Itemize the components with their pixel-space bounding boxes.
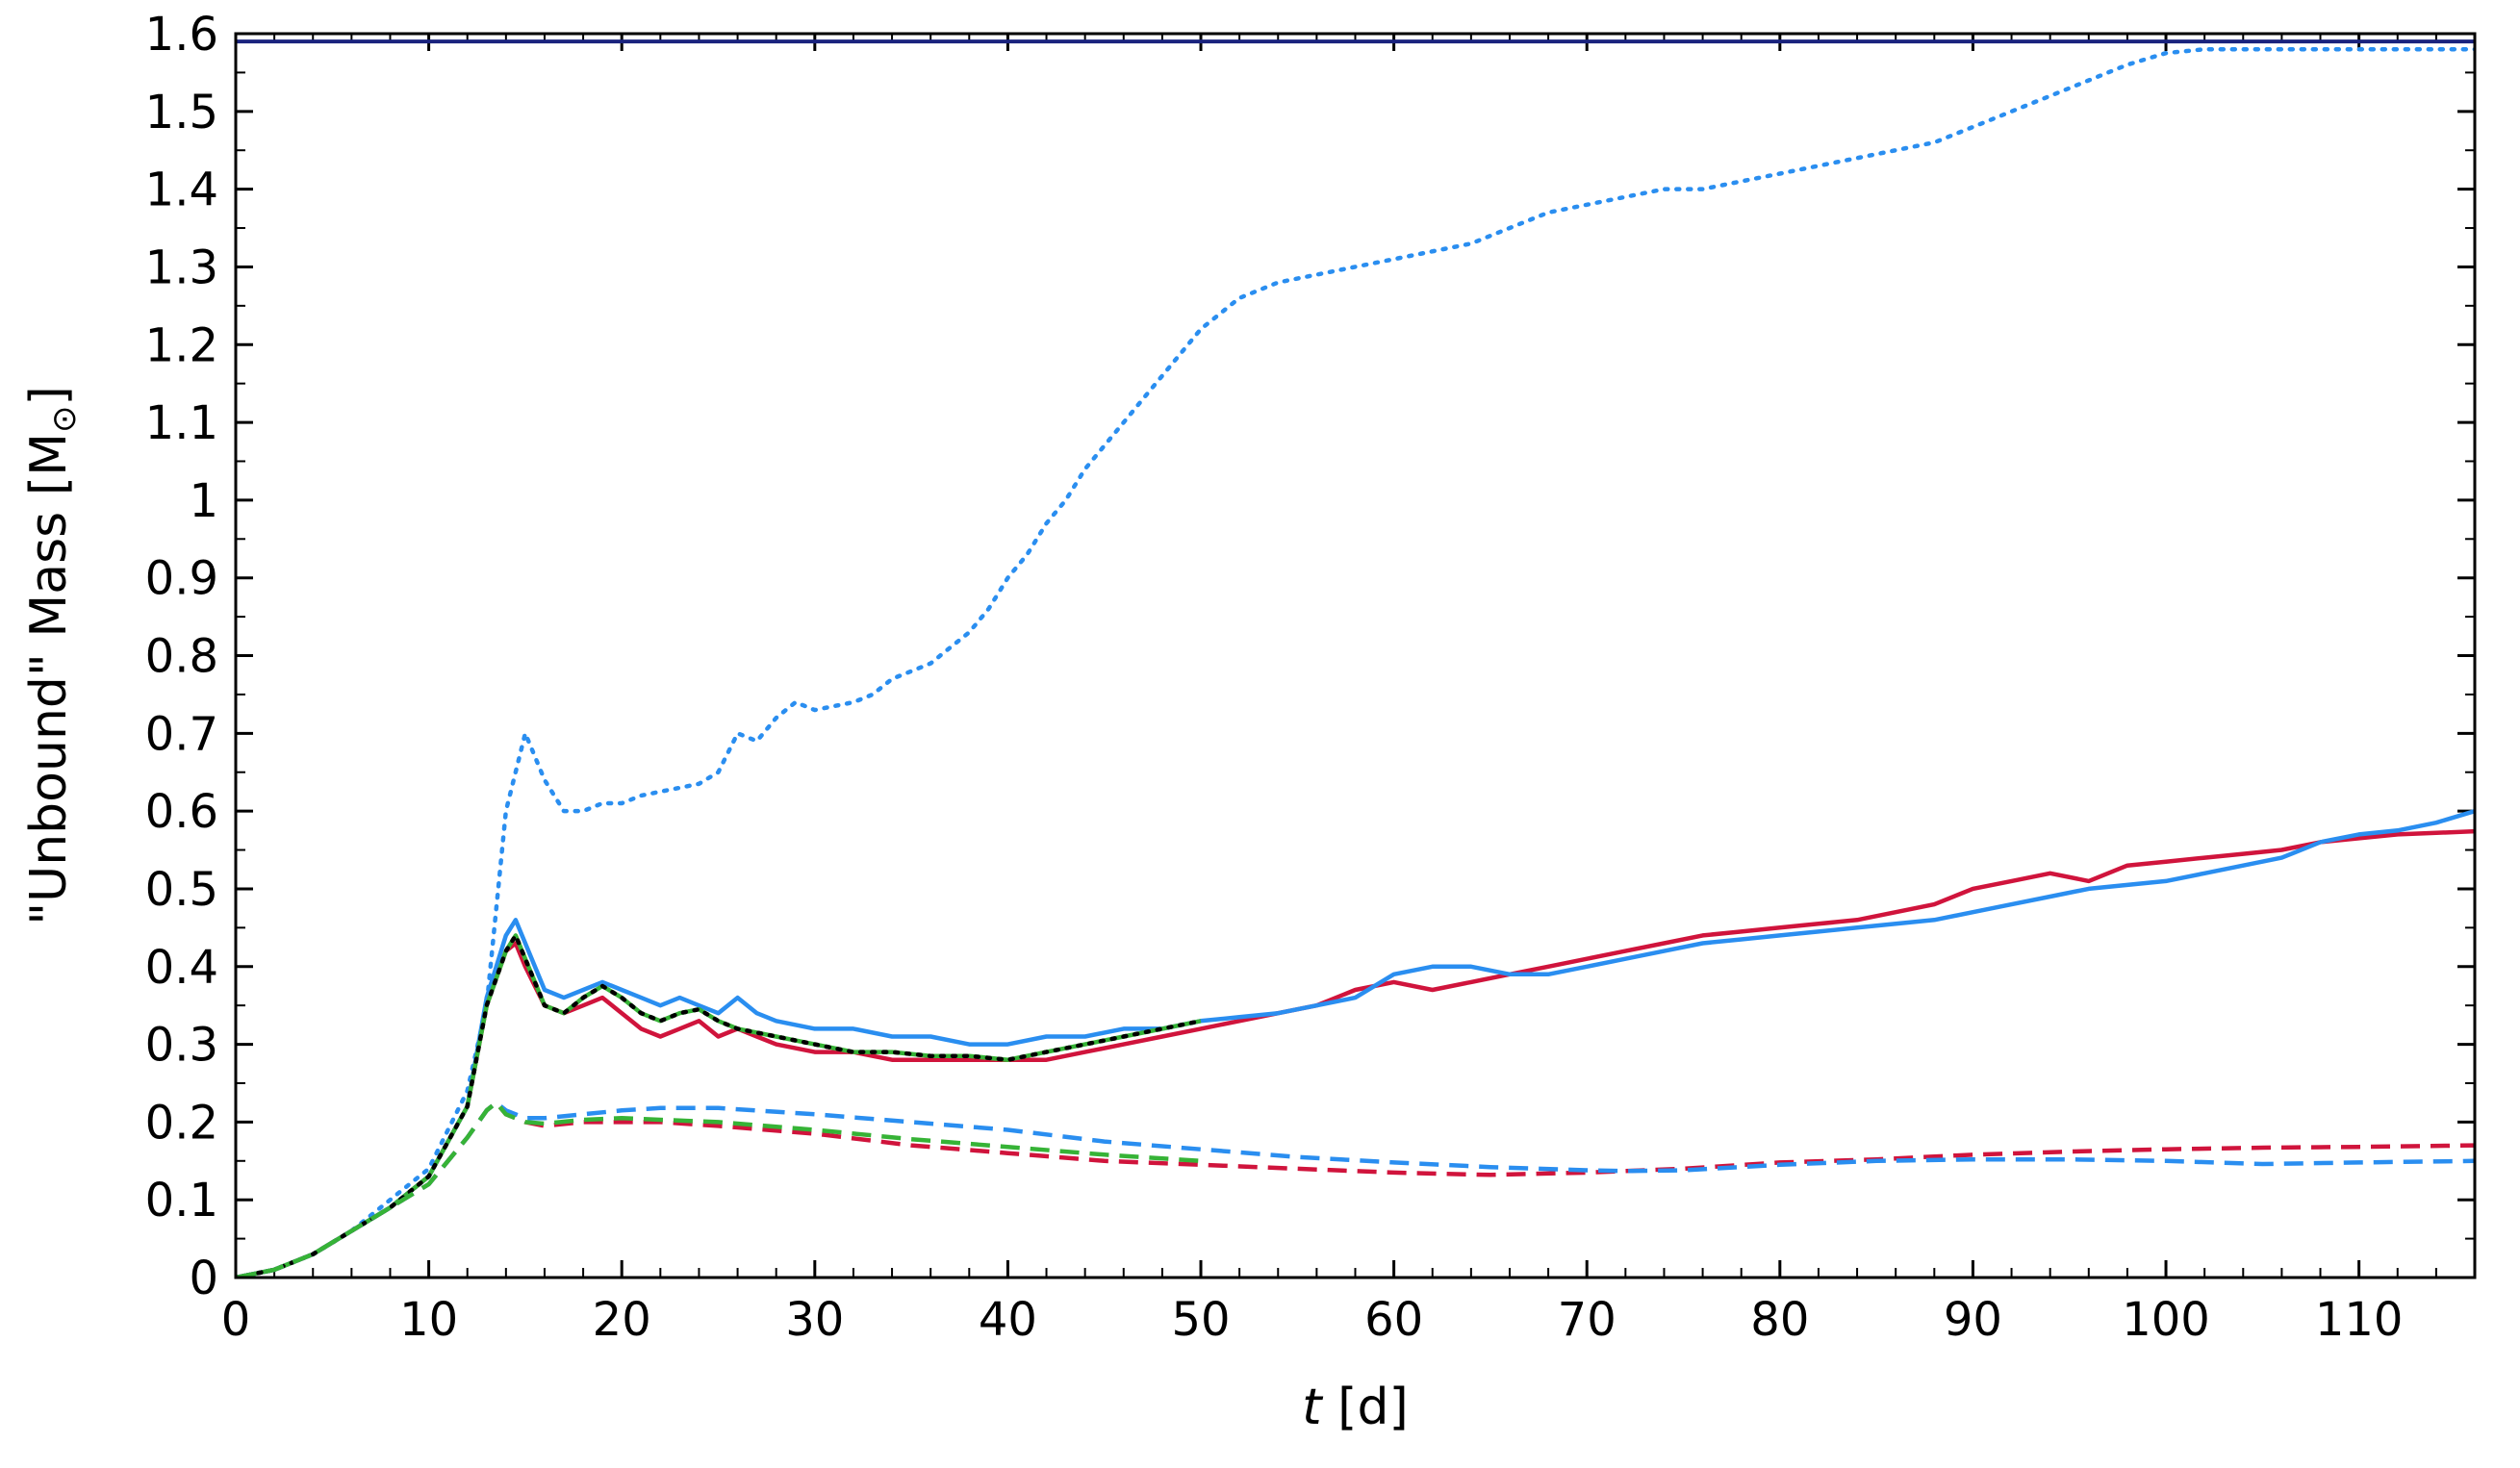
plot-series xyxy=(236,39,2475,1278)
y-tick-label: 0.7 xyxy=(145,707,218,761)
y-tick-label: 0.5 xyxy=(145,863,218,917)
y-tick-label: 0 xyxy=(189,1252,218,1305)
x-axis-label-unit: [d] xyxy=(1322,1379,1409,1436)
series-line-6 xyxy=(236,1100,2475,1278)
y-tick-label: 0.4 xyxy=(145,941,218,995)
x-tick-label: 10 xyxy=(399,1293,458,1347)
y-tick-label: 0.8 xyxy=(145,630,218,684)
y-tick-label: 1.5 xyxy=(145,86,218,139)
x-tick-label: 20 xyxy=(593,1293,651,1347)
series-line-3 xyxy=(236,808,2475,1278)
axis-ticks: 0 10 20 30 40 50 60 70 80 90 100 110 0 0.1 0.2 0.3 0.4 0.… xyxy=(145,8,2476,1347)
y-tick-label: 1.2 xyxy=(145,318,218,372)
x-tick-label: 40 xyxy=(979,1293,1037,1347)
series-line-5 xyxy=(236,933,1204,1278)
y-tick-label: 1.1 xyxy=(145,396,218,450)
x-tick-label: 80 xyxy=(1750,1293,1809,1347)
y-axis-label-main: "Unbound" Mass [M xyxy=(20,433,78,925)
series-line-7 xyxy=(236,1100,2475,1278)
y-tick-label: 0.9 xyxy=(145,552,218,606)
y-tick-label: 1.6 xyxy=(145,8,218,62)
x-tick-label: 110 xyxy=(2315,1293,2404,1347)
y-axis-label-close: ] xyxy=(20,386,78,405)
y-tick-label: 0.2 xyxy=(145,1096,218,1150)
y-tick-label: 1.4 xyxy=(145,164,218,217)
x-tick-label: 60 xyxy=(1364,1293,1423,1347)
y-axis-label-sub: ⊙ xyxy=(45,406,84,434)
x-axis-label-italic: t xyxy=(1302,1379,1323,1436)
x-tick-label: 90 xyxy=(1944,1293,2002,1347)
series-line-2 xyxy=(236,828,2475,1278)
plot-frame xyxy=(234,32,2477,1279)
y-tick-label: 1.3 xyxy=(145,240,218,294)
series-line-8 xyxy=(236,1100,1202,1278)
y-axis-label: "Unbound" Mass [M⊙] xyxy=(20,386,84,925)
x-tick-label: 70 xyxy=(1558,1293,1616,1347)
series-line-1 xyxy=(236,46,2475,1278)
x-tick-label: 100 xyxy=(2122,1293,2210,1347)
y-tick-label: 0.3 xyxy=(145,1019,218,1073)
x-tick-label: 50 xyxy=(1171,1293,1230,1347)
x-axis-label: t [d] xyxy=(1302,1379,1409,1436)
x-tick-label: 0 xyxy=(221,1293,251,1347)
y-tick-label: 1 xyxy=(189,474,218,528)
x-tick-label: 30 xyxy=(785,1293,844,1347)
y-tick-label: 0.6 xyxy=(145,785,218,839)
y-tick-label: 0.1 xyxy=(145,1174,218,1228)
